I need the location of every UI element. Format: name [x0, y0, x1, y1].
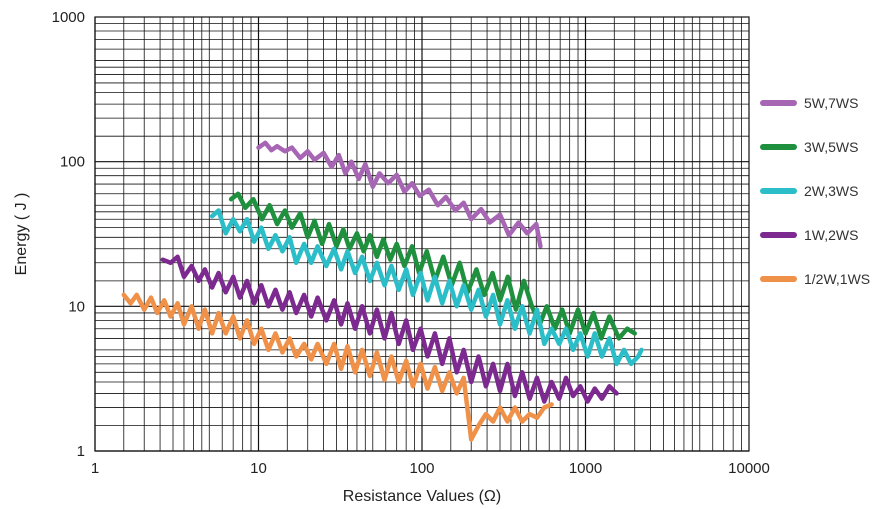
legend-label-5: 1/2W,1WS	[804, 271, 870, 287]
legend-label-4: 1W,2WS	[804, 227, 858, 243]
tick-labels: 1 10 100 1000 10000 1 10 100 1000	[52, 9, 770, 477]
series-line-1	[256, 140, 543, 249]
y-tick-label: 1000	[52, 9, 85, 26]
x-tick-label: 100	[409, 460, 434, 477]
series-line-3	[209, 208, 644, 367]
series-line-2	[228, 191, 637, 341]
legend: 5W,7WS 3W,5WS 2W,3WS 1W,2WS 1/2W,1WS	[760, 95, 870, 287]
x-tick-label: 10	[250, 460, 267, 477]
plot-frame	[94, 16, 750, 452]
series-layer	[121, 140, 644, 442]
series-line-4	[160, 254, 619, 404]
x-axis-title: Resistance Values (Ω)	[343, 488, 501, 505]
y-tick-label: 1	[77, 443, 85, 460]
series-line-5	[121, 292, 554, 442]
x-tick-label: 10000	[728, 460, 770, 477]
x-tick-label: 1	[91, 460, 99, 477]
y-axis-title: Energy ( J )	[13, 193, 30, 276]
y-tick-label: 10	[68, 298, 85, 315]
y-tick-label: 100	[60, 154, 85, 171]
legend-label-3: 2W,3WS	[804, 183, 858, 199]
grid-lines	[94, 17, 749, 452]
x-tick-label: 1000	[569, 460, 602, 477]
legend-label-1: 5W,7WS	[804, 95, 858, 111]
legend-label-2: 3W,5WS	[804, 139, 858, 155]
